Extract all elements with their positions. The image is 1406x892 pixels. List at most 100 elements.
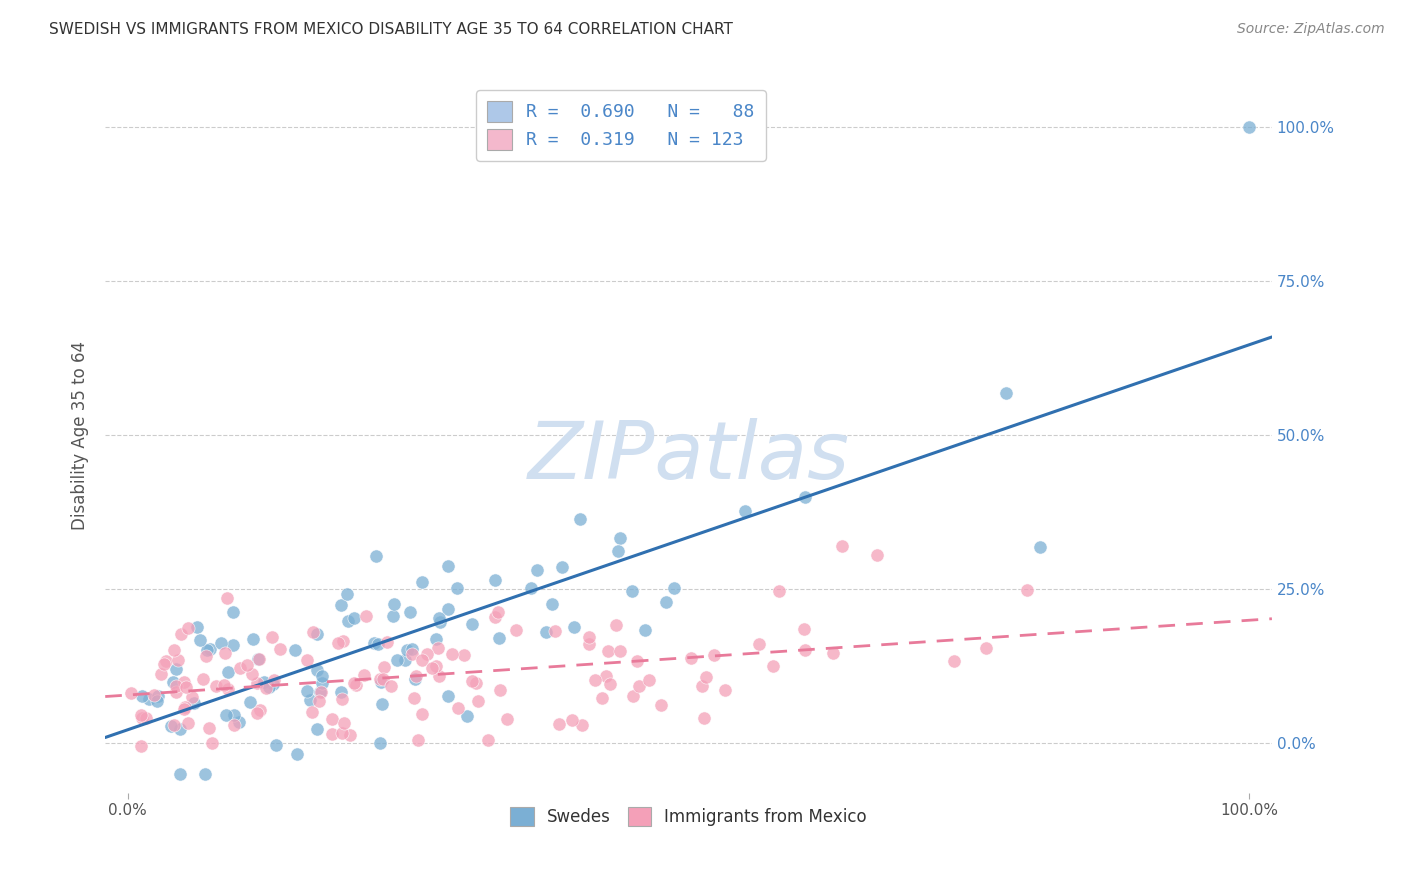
- Point: [162, 674, 184, 689]
- Point: [1239, 120, 1261, 134]
- Point: [254, 681, 277, 695]
- Point: [120, 686, 142, 700]
- Point: [354, 608, 377, 623]
- Point: [583, 673, 606, 687]
- Point: [681, 651, 703, 665]
- Point: [305, 723, 328, 737]
- Point: [467, 693, 489, 707]
- Point: [364, 549, 387, 563]
- Point: [1029, 540, 1052, 554]
- Point: [333, 715, 356, 730]
- Point: [332, 726, 354, 740]
- Point: [662, 581, 685, 595]
- Point: [540, 597, 562, 611]
- Point: [174, 700, 197, 714]
- Point: [260, 630, 283, 644]
- Point: [309, 684, 332, 698]
- Point: [416, 647, 439, 661]
- Point: [401, 642, 423, 657]
- Point: [259, 681, 281, 695]
- Point: [236, 658, 259, 673]
- Point: [311, 675, 333, 690]
- Point: [222, 605, 245, 619]
- Point: [599, 677, 621, 691]
- Point: [308, 694, 330, 708]
- Point: [330, 685, 353, 699]
- Point: [526, 563, 548, 577]
- Point: [655, 594, 678, 608]
- Point: [138, 692, 160, 706]
- Point: [222, 638, 245, 652]
- Point: [595, 668, 617, 682]
- Point: [247, 652, 270, 666]
- Point: [446, 582, 468, 596]
- Point: [578, 630, 600, 644]
- Point: [823, 646, 845, 660]
- Point: [404, 691, 426, 706]
- Point: [578, 637, 600, 651]
- Point: [626, 654, 648, 668]
- Point: [239, 695, 262, 709]
- Point: [426, 640, 449, 655]
- Point: [285, 747, 308, 761]
- Point: [571, 718, 593, 732]
- Point: [217, 681, 239, 696]
- Point: [794, 490, 817, 504]
- Point: [246, 706, 269, 720]
- Point: [170, 627, 193, 641]
- Point: [169, 722, 191, 736]
- Point: [690, 679, 713, 693]
- Point: [942, 654, 965, 668]
- Point: [496, 712, 519, 726]
- Point: [650, 698, 672, 712]
- Point: [309, 685, 332, 699]
- Point: [401, 647, 423, 661]
- Point: [305, 627, 328, 641]
- Point: [311, 669, 333, 683]
- Point: [411, 706, 433, 721]
- Point: [596, 643, 619, 657]
- Point: [363, 636, 385, 650]
- Point: [695, 670, 717, 684]
- Point: [173, 674, 195, 689]
- Point: [269, 642, 291, 657]
- Point: [204, 679, 226, 693]
- Point: [242, 667, 264, 681]
- Point: [146, 694, 169, 708]
- Point: [246, 676, 269, 690]
- Point: [505, 624, 527, 638]
- Point: [404, 672, 426, 686]
- Point: [794, 642, 817, 657]
- Point: [165, 685, 187, 699]
- Point: [215, 591, 238, 605]
- Point: [621, 583, 644, 598]
- Point: [188, 633, 211, 648]
- Point: [165, 680, 187, 694]
- Point: [484, 610, 506, 624]
- Point: [212, 678, 235, 692]
- Point: [974, 640, 997, 655]
- Point: [866, 549, 889, 563]
- Point: [477, 732, 499, 747]
- Point: [131, 689, 153, 703]
- Point: [263, 673, 285, 688]
- Point: [183, 696, 205, 710]
- Point: [627, 679, 650, 693]
- Point: [634, 623, 657, 637]
- Point: [284, 643, 307, 657]
- Point: [131, 711, 153, 725]
- Point: [249, 703, 271, 717]
- Point: [387, 653, 409, 667]
- Point: [181, 690, 204, 705]
- Point: [713, 682, 735, 697]
- Point: [569, 512, 592, 526]
- Point: [222, 718, 245, 732]
- Point: [488, 682, 510, 697]
- Point: [252, 675, 274, 690]
- Point: [215, 708, 238, 723]
- Point: [222, 708, 245, 723]
- Point: [748, 636, 770, 650]
- Point: [456, 708, 478, 723]
- Point: [609, 531, 631, 545]
- Point: [461, 617, 484, 632]
